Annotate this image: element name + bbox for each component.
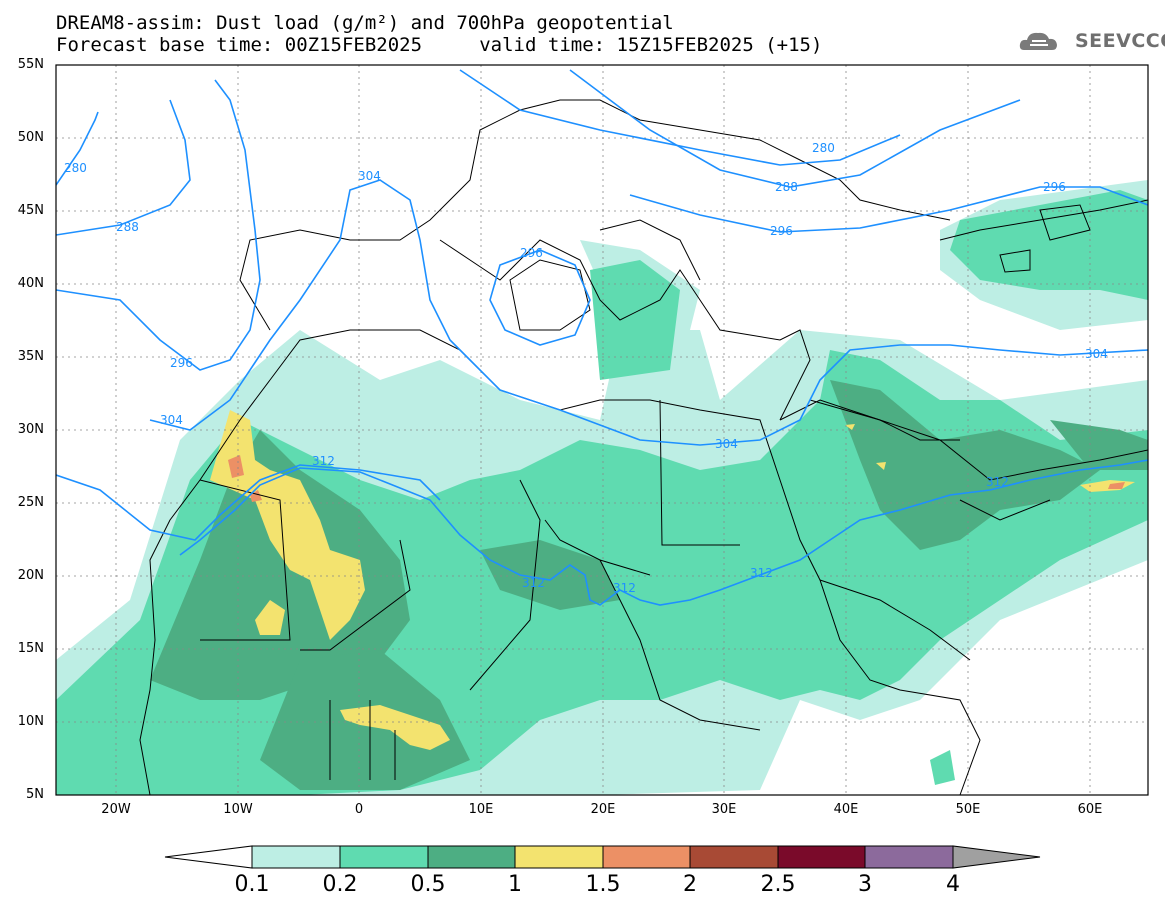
contour-label: 296 [1043,180,1066,194]
map-title: DREAM8-assim: Dust load (g/m²) and 700hP… [56,12,674,34]
lon-label: 40E [833,802,859,817]
colorbar-bin [777,845,866,869]
lon-label: 0 [354,802,364,817]
contour-labels: 280 288 304 296 296 280 288 296 296 304 … [64,141,1108,595]
lat-label: 40N [17,276,44,291]
lon-label: 30E [711,802,737,817]
colorbar-min-arrow [164,845,253,869]
colorbar-label: 0.1 [234,872,270,897]
contour-288-west [56,99,191,236]
contour-280-west [56,111,99,186]
colorbar-bin [864,845,954,869]
contour-label: 304 [358,169,381,183]
colorbar-bin [339,845,429,869]
contour-label: 312 [312,454,335,468]
colorbar-label: 3 [858,872,872,897]
logo-text: SEEVCCC [1075,30,1165,52]
contour-288-east [569,69,1021,188]
contour-label: 304 [715,437,738,451]
colorbar-bin [689,845,779,869]
contour-304-southwest [56,464,441,541]
contour-296-west [56,79,261,371]
lon-label: 20E [590,802,616,817]
lat-label: 30N [17,422,44,437]
lat-label: 10N [17,714,44,729]
contour-304-west [149,179,1148,446]
colorbar-bin [602,845,691,869]
colorbar-label: 0.2 [322,872,358,897]
colorbar-label: 2 [683,872,697,897]
map-frame [55,64,1149,796]
graticule [56,65,1148,795]
colorbar-label: 0.5 [410,872,446,897]
contour-312 [179,459,1148,606]
lat-label: 20N [17,568,44,583]
colorbar-label: 4 [946,872,960,897]
colorbar-label: 2.5 [760,872,796,897]
lat-label: 50N [17,130,44,145]
lat-label: 5N [26,787,44,802]
dust-shading-orange [228,455,1125,502]
colorbar [164,845,1041,869]
lon-label: 10E [468,802,494,817]
colorbar-bin [251,845,341,869]
map-subtitle-times: Forecast base time: 00Z15FEB2025 valid t… [56,34,823,56]
lon-label: 50E [955,802,981,817]
contour-280-east [459,69,901,166]
lon-label: 10W [223,802,253,817]
lat-label: 55N [17,57,44,72]
colorbar-bin [427,845,516,869]
colorbar-label: 1 [508,872,522,897]
colorbar-label: 1.5 [585,872,621,897]
contour-label: 280 [64,161,87,175]
seevccc-logo-cloud-icon [1019,32,1057,50]
dust-shading-dark [150,380,1148,790]
contour-label: 288 [116,220,139,234]
contour-label: 304 [160,413,183,427]
lon-label: 20W [101,802,131,817]
contour-label: 312 [522,576,545,590]
contour-label: 312 [750,566,773,580]
lat-label: 25N [17,495,44,510]
contour-label: 304 [1085,347,1108,361]
geopotential-contours [56,69,1148,606]
lat-label: 35N [17,349,44,364]
lat-label: 15N [17,641,44,656]
contour-label: 288 [775,180,798,194]
contour-296-loop [489,249,591,346]
contour-label: 296 [520,246,543,260]
lat-label: 45N [17,203,44,218]
contour-label: 280 [812,141,835,155]
contour-label: 312 [613,581,636,595]
contour-label: 296 [170,356,193,370]
colorbar-max-arrow [952,845,1041,869]
colorbar-bin [514,845,604,869]
contour-296-east [629,186,1148,233]
contour-label: 296 [770,224,793,238]
contour-label: 312 [986,475,1009,489]
lon-label: 60E [1077,802,1103,817]
